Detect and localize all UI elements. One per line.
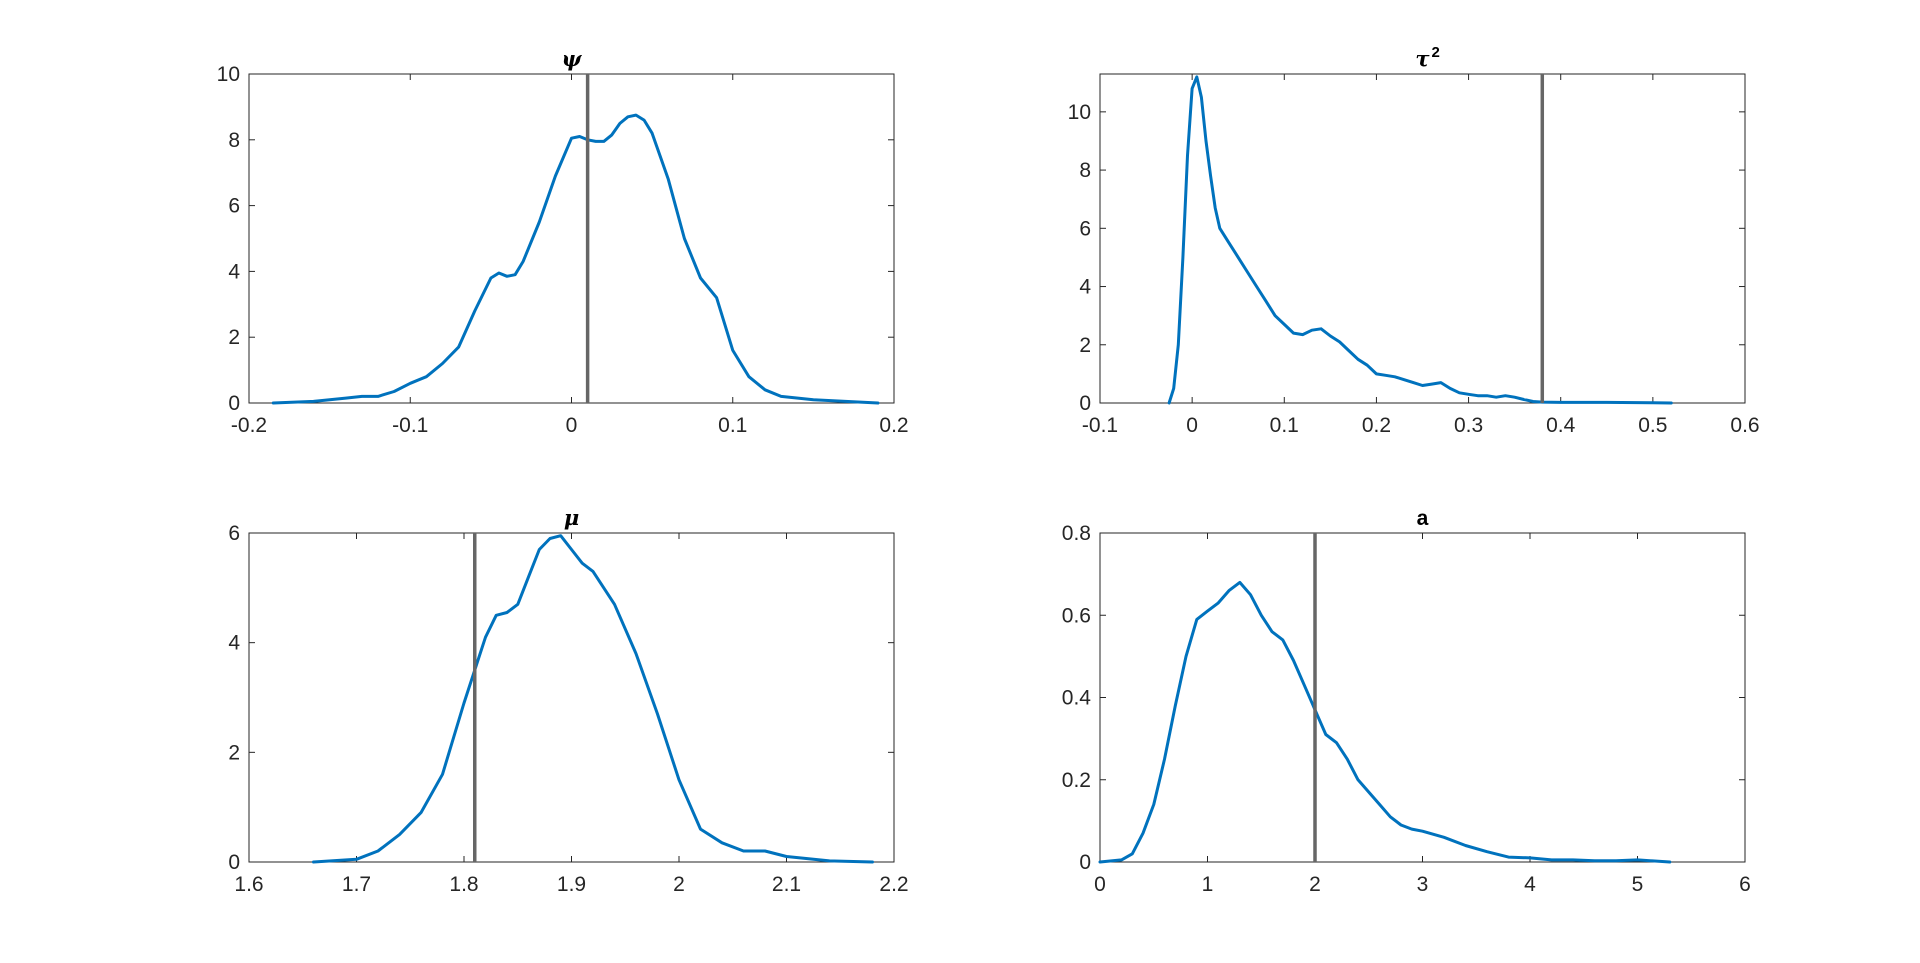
- tau-squared-x-tick-label: -0.1: [1082, 414, 1118, 437]
- a-title: a: [1417, 507, 1429, 530]
- mu-x-tick-label: 1.7: [342, 873, 371, 896]
- mu-y-tick-label: 0: [228, 851, 240, 874]
- mu-x-tick-label: 2: [673, 873, 685, 896]
- tau-squared-y-tick-label: 10: [1068, 101, 1091, 124]
- psi-y-tick-label: 4: [228, 260, 240, 283]
- psi-y-tick-label: 2: [228, 326, 240, 349]
- a-x-tick-label: 5: [1632, 873, 1644, 896]
- tau-squared-x-tick-label: 0.5: [1638, 414, 1667, 437]
- a-axes-box: [1099, 532, 1746, 863]
- psi-y-tick-label: 6: [228, 195, 240, 218]
- mu-y-tick-label: 6: [228, 522, 240, 545]
- mu-x-tick-label: 1.9: [557, 873, 586, 896]
- mu-x-tick-label: 1.8: [449, 873, 478, 896]
- psi-y-tick-label: 10: [217, 63, 240, 86]
- tau-squared-y-tick-label: 0: [1079, 392, 1091, 415]
- tau-squared-x-tick-label: 0.6: [1730, 414, 1759, 437]
- a-y-tick-label: 0.2: [1062, 769, 1091, 792]
- psi-axes-box: [248, 73, 895, 404]
- a-x-tick-label: 1: [1202, 873, 1214, 896]
- tau-squared-y-tick-label: 6: [1079, 217, 1091, 240]
- psi-x-tick-label: 0.1: [718, 414, 747, 437]
- a-x-tick-label: 3: [1417, 873, 1429, 896]
- mu-x-tick-label: 1.6: [234, 873, 263, 896]
- psi-density-curve: [271, 113, 880, 405]
- tau-squared-title-superscript: 2: [1432, 44, 1440, 61]
- a-density-curve: [1098, 580, 1672, 864]
- tau-squared-x-tick-label: 0.4: [1546, 414, 1576, 437]
- mu-density-curve: [312, 534, 874, 864]
- tau-squared-x-tick-label: 0.3: [1454, 414, 1483, 437]
- mu-axes-box: [248, 532, 895, 863]
- panel-psi: -0.2 -0.1 0 0.1 0.2 0 2 4 6 8 10 ψ: [217, 46, 909, 437]
- a-y-tick-label: 0.6: [1062, 604, 1091, 627]
- tau-squared-density-curve: [1167, 75, 1673, 405]
- mu-x-tick-label: 2.2: [879, 873, 908, 896]
- psi-y-tick-label: 8: [228, 129, 240, 152]
- a-y-tick-label: 0: [1079, 851, 1091, 874]
- panel-mu: 1.6 1.7 1.8 1.9 2 2.1 2.2 0 2 4 6 μ: [228, 505, 908, 896]
- tau-squared-y-tick-label: 2: [1079, 334, 1091, 357]
- tau-squared-x-tick-label: 0.2: [1362, 414, 1391, 437]
- mu-title: μ: [564, 505, 579, 530]
- panel-a: 0 1 2 3 4 5 6 0 0.2 0.4 0.6 0.8 a: [1062, 507, 1751, 896]
- tau-squared-axes-box: [1099, 73, 1746, 404]
- a-y-tick-label: 0.4: [1062, 687, 1092, 710]
- psi-y-tick-label: 0: [228, 392, 240, 415]
- psi-x-tick-label: 0: [566, 414, 578, 437]
- tau-squared-x-tick-label: 0: [1186, 414, 1198, 437]
- a-x-tick-label: 2: [1309, 873, 1321, 896]
- mu-y-tick-label: 2: [228, 741, 240, 764]
- psi-x-tick-label: -0.2: [231, 414, 267, 437]
- a-x-tick-label: 4: [1524, 873, 1536, 896]
- psi-x-tick-label: 0.2: [879, 414, 908, 437]
- tau-squared-title: τ: [1415, 46, 1430, 71]
- a-x-tick-label: 6: [1739, 873, 1751, 896]
- psi-title: ψ: [562, 46, 583, 71]
- mu-y-tick-label: 4: [228, 632, 240, 655]
- tau-squared-y-tick-label: 8: [1079, 159, 1091, 182]
- psi-x-tick-label: -0.1: [392, 414, 428, 437]
- tau-squared-y-tick-label: 4: [1079, 276, 1091, 299]
- mu-x-tick-label: 2.1: [772, 873, 801, 896]
- a-y-tick-label: 0.8: [1062, 522, 1091, 545]
- tau-squared-x-tick-label: 0.1: [1270, 414, 1299, 437]
- a-x-tick-label: 0: [1094, 873, 1106, 896]
